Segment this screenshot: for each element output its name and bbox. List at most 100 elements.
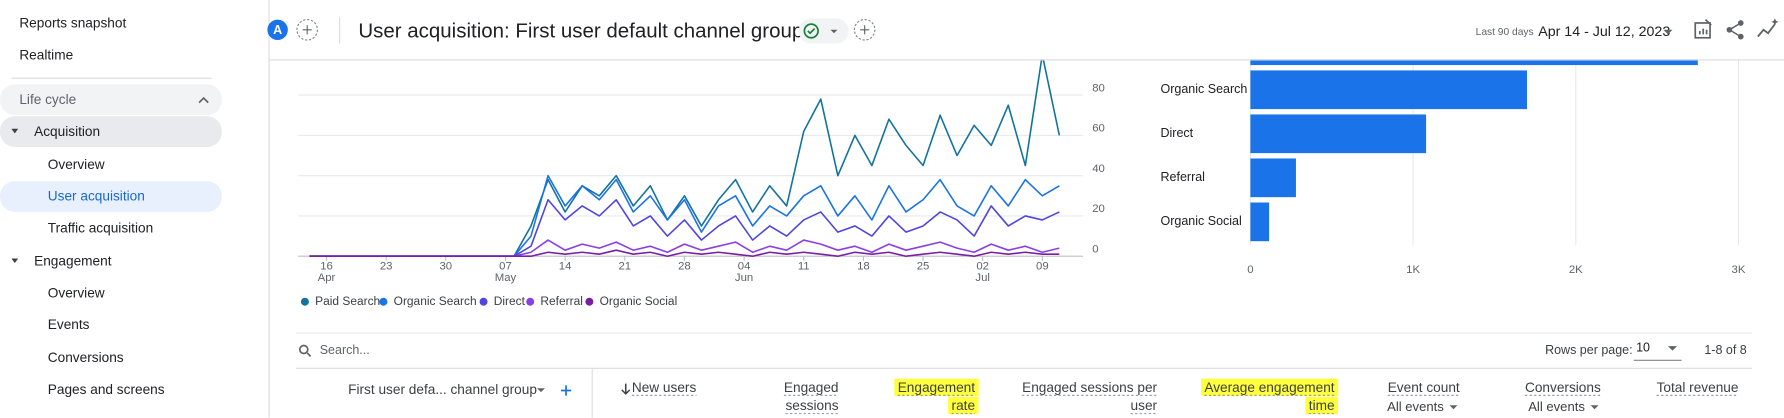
caret <box>1667 346 1678 351</box>
highlight <box>894 378 979 396</box>
search-icon <box>306 352 312 357</box>
insights-icon[interactable] <box>1757 18 1779 38</box>
metric-filter[interactable]: All events <box>1387 399 1444 414</box>
nav-section[interactable]: Life cycle <box>19 92 76 107</box>
column-header[interactable]: Engagement <box>898 380 976 395</box>
x-tick-label: 28 <box>678 260 691 272</box>
group-bg <box>0 116 222 147</box>
category-label: Direct <box>1161 126 1194 140</box>
x-tick-label: 30 <box>439 260 452 272</box>
icon <box>1698 18 1712 35</box>
y-tick-label: 80 <box>1092 82 1105 94</box>
caret <box>537 388 545 393</box>
caret <box>830 29 838 34</box>
rows-label: Rows per page: <box>1545 343 1633 357</box>
caret <box>1590 405 1599 410</box>
x-tick-label: 23 <box>380 260 393 272</box>
column-header[interactable]: user <box>1131 398 1158 413</box>
legend-label[interactable]: Referral <box>540 294 582 308</box>
x-tick-month: Apr <box>318 272 336 284</box>
column-header[interactable]: Total revenue <box>1657 380 1739 395</box>
x-tick-label: 04 <box>738 260 751 272</box>
category-label: Referral <box>1161 170 1205 184</box>
dimension-header[interactable]: First user defa... channel group <box>348 382 537 397</box>
column-header[interactable]: Conversions <box>1525 380 1601 395</box>
highlight <box>1200 378 1339 396</box>
nav-item[interactable]: Events <box>48 317 90 332</box>
nav-item[interactable]: Overview <box>48 285 105 300</box>
legend-label[interactable]: Organic Social <box>600 294 678 308</box>
highlight <box>948 396 979 415</box>
nav-item[interactable]: Realtime <box>19 48 73 63</box>
avatar[interactable] <box>267 19 288 41</box>
metric-filter[interactable]: All events <box>1528 399 1585 414</box>
search-input[interactable]: Search... <box>320 343 370 357</box>
column-header[interactable]: Event count <box>1388 380 1460 395</box>
caret[interactable] <box>1663 29 1673 35</box>
column-header[interactable]: Average engagement <box>1204 380 1334 395</box>
x-tick-label: 21 <box>618 260 631 272</box>
bar[interactable] <box>1250 70 1527 110</box>
nav-item[interactable]: Conversions <box>48 350 124 365</box>
x-tick-label: 14 <box>559 260 572 272</box>
icon <box>1771 18 1779 26</box>
caret <box>11 128 19 134</box>
rows-select[interactable]: 10 <box>1636 341 1650 355</box>
nav-item[interactable]: Reports snapshot <box>19 16 126 31</box>
section-bg <box>0 84 222 116</box>
x-tick-label: 3K <box>1732 264 1746 276</box>
column-header[interactable]: rate <box>952 398 976 413</box>
icon <box>1757 23 1776 38</box>
legend-swatch <box>479 297 488 306</box>
share-icon[interactable] <box>1726 20 1744 40</box>
nav-item[interactable]: Traffic acquisition <box>48 221 153 236</box>
highlight <box>1305 396 1338 415</box>
column-header[interactable]: Engaged sessions per <box>1022 380 1157 395</box>
legend-label[interactable]: Paid Search <box>315 294 380 308</box>
nav-group[interactable]: Acquisition <box>34 124 100 139</box>
nav-item[interactable]: User acquisition <box>48 189 145 204</box>
x-tick-label: 11 <box>798 260 810 272</box>
column-header[interactable]: time <box>1309 398 1335 413</box>
column-header[interactable]: Engaged <box>784 380 839 395</box>
x-tick-label: 25 <box>917 260 930 272</box>
search-icon <box>298 344 309 355</box>
sort-arrow[interactable] <box>621 383 631 395</box>
status-chip[interactable] <box>798 18 849 44</box>
x-tick-label: 07 <box>499 260 512 272</box>
bar[interactable] <box>1250 158 1296 198</box>
legend-label[interactable]: Organic Search <box>394 294 477 308</box>
active-bg <box>0 181 222 212</box>
x-tick-month: Jun <box>735 272 753 284</box>
column-header[interactable]: sessions <box>785 398 838 413</box>
legend-label[interactable]: Direct <box>494 294 526 308</box>
sidebar: Reports snapshot Realtime Life cycle Acquis… <box>0 0 270 418</box>
category-label: Organic Social <box>1161 214 1242 228</box>
nav-item[interactable]: Pages and screens <box>48 382 165 397</box>
nav-group[interactable]: Engagement <box>34 254 112 269</box>
bar[interactable] <box>1250 202 1270 242</box>
add-dimension[interactable] <box>560 385 572 396</box>
bar[interactable] <box>1250 114 1427 154</box>
check-icon <box>807 28 816 35</box>
customize-icon[interactable] <box>1694 18 1712 39</box>
icon <box>1727 22 1742 38</box>
caret <box>11 258 19 264</box>
column-header[interactable]: New users <box>632 380 697 395</box>
range-label: Last 90 days <box>1476 27 1534 38</box>
x-tick-month: May <box>495 272 517 284</box>
x-tick-label: 16 <box>320 260 333 272</box>
page-title: User acquisition: First user default cha… <box>358 19 803 42</box>
caret <box>1449 405 1458 410</box>
add-comparison[interactable] <box>296 18 319 41</box>
date-range[interactable]: Apr 14 - Jul 12, 2023 <box>1538 24 1670 40</box>
y-tick-label: 0 <box>1092 243 1098 255</box>
x-tick-label: 0 <box>1247 264 1253 276</box>
add-button[interactable] <box>853 18 876 41</box>
series-line <box>309 249 1060 258</box>
nav-item[interactable]: Overview <box>48 157 105 172</box>
legend-swatch <box>526 297 535 306</box>
